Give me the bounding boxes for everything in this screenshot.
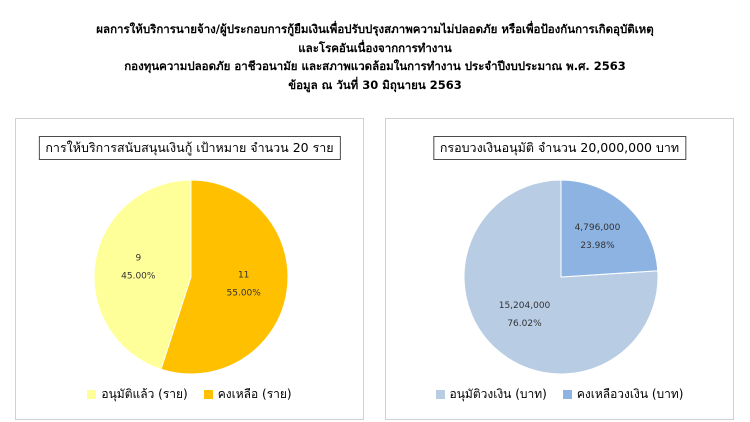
legend-item: อนุมัติวงเงิน (บาท) [435, 385, 547, 404]
slice-percent-label: 45.00% [121, 272, 156, 282]
header-line-2: และโรคอันเนื่องจากการทำงาน [298, 40, 452, 55]
legend-swatch [87, 390, 97, 399]
header-line-1: ผลการให้บริการนายจ้าง/ผู้ประกอบการกู้ยืม… [96, 22, 654, 36]
slice-value-label: 11 [238, 270, 249, 280]
legend-label: คงเหลือ (ราย) [217, 387, 292, 401]
pie-slice [93, 179, 192, 370]
slice-percent-label: 76.02% [507, 319, 542, 329]
header-line-3: กองทุนความปลอดภัย อาชีวอนามัย และสภาพแวด… [124, 59, 626, 73]
legend-item: อนุมัติแล้ว (ราย) [87, 385, 188, 404]
slice-value-label: 4,796,000 [575, 223, 621, 233]
slice-value-label: 15,204,000 [499, 301, 551, 311]
pie-slice [160, 179, 289, 375]
header-line-4: ข้อมูล ณ วันที่ 30 มิถุนายน 2563 [288, 77, 462, 92]
loan-count-pie: 9 45.00% 11 55.00% [93, 179, 289, 375]
budget-chart: 15,204,000 76.02% 4,796,000 23.98% กรอบว… [385, 118, 734, 420]
legend-item: คงเหลือ (ราย) [203, 385, 292, 404]
loan-count-chart: 9 45.00% 11 55.00% การให้บริการสนับสนุนเ… [15, 118, 364, 420]
pie-slice [560, 179, 659, 278]
pie-slice [463, 179, 659, 375]
legend-swatch [203, 390, 213, 399]
slice-percent-label: 23.98% [580, 241, 615, 251]
slice-value-label: 9 [135, 254, 141, 264]
legend-item: คงเหลือวงเงิน (บาท) [562, 385, 684, 404]
legend-label: คงเหลือวงเงิน (บาท) [576, 387, 684, 401]
budget-pie: 15,204,000 76.02% 4,796,000 23.98% [463, 179, 659, 375]
slice-percent-label: 55.00% [227, 288, 262, 298]
legend: อนุมัติแล้ว (ราย) คงเหลือ (ราย) [16, 385, 363, 404]
chart-title: กรอบวงเงินอนุมัติ จำนวน 20,000,000 บาท [432, 136, 687, 160]
legend: อนุมัติวงเงิน (บาท) คงเหลือวงเงิน (บาท) [386, 385, 733, 404]
legend-label: อนุมัติวงเงิน (บาท) [449, 387, 547, 401]
legend-swatch [562, 390, 572, 399]
report-header: ผลการให้บริการนายจ้าง/ผู้ประกอบการกู้ยืม… [0, 20, 750, 94]
chart-title: การให้บริการสนับสนุนเงินกู้ เป้าหมาย จำน… [38, 136, 341, 160]
legend-swatch [435, 390, 445, 399]
legend-label: อนุมัติแล้ว (ราย) [101, 387, 188, 401]
